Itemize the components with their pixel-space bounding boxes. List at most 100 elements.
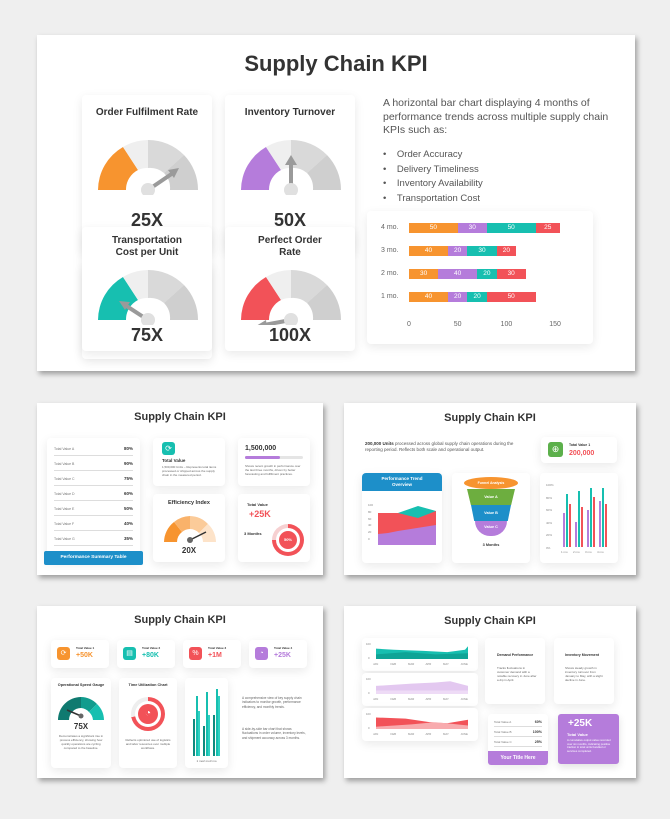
bar-segment: 50	[409, 223, 458, 233]
gauge-value: 25X	[130, 210, 164, 230]
pie-chart-icon: ◔	[138, 704, 158, 724]
big-number-desc: Shows recent growth in performance over …	[245, 464, 301, 477]
time-desc: Reflects optimized use of logistics and …	[125, 738, 171, 751]
table-row: Total Value C 25%	[494, 738, 542, 747]
kpi-icon: ◔	[255, 647, 268, 660]
inventory-desc: Shows steady growth in inventory turnove…	[565, 666, 603, 683]
gauge-icon	[98, 269, 199, 325]
bar-category-label: 1 mo.	[381, 293, 399, 300]
value-table-title: Your Title Here	[488, 751, 548, 765]
bar-row: 3 mo. 40 20 30 20	[381, 246, 579, 256]
total-value-card: ⊕ Total Value 1 200,000	[541, 437, 617, 463]
donut-chart: ◔	[131, 697, 165, 731]
thumbnail-slide-1[interactable]: Supply Chain KPI Total Value A 80% Total V…	[37, 403, 323, 575]
thumbnail-slide-2[interactable]: Supply Chain KPI 200,000 Units processed…	[344, 403, 636, 575]
bar-category-label: 3 mo.	[381, 247, 399, 254]
y-tick: 0	[368, 691, 370, 695]
inventory-card: Inventory Movement Shows steady growth i…	[554, 638, 614, 704]
gauge-icon	[241, 139, 342, 195]
speed-value: 75X	[73, 722, 89, 731]
demand-card: Demand Performance Tracks fluctuations i…	[485, 638, 545, 704]
kpi-label: Total Value 4	[274, 646, 293, 650]
bar	[208, 714, 210, 756]
row-value: 35%	[123, 536, 133, 541]
row-value: 75%	[123, 476, 133, 481]
row-value: 60%	[123, 491, 133, 496]
bar	[205, 692, 208, 756]
x-tick: APR	[425, 697, 432, 701]
bar	[590, 488, 592, 547]
bar-segment: 30	[457, 223, 487, 233]
bar	[578, 491, 580, 547]
gauge-value: 75X	[130, 325, 164, 345]
x-tick: FEB	[390, 697, 396, 701]
trend-y-axis: 100 80 60 40 20 0	[368, 502, 373, 543]
kpi-card: % Total Value 3 +1M	[183, 640, 241, 668]
kpi-card: ◔ Total Value 4 +25K	[249, 640, 307, 668]
summary-table: Total Value A 80% Total Value B 90% Total Va…	[44, 438, 143, 565]
bar	[213, 714, 215, 756]
table-row: Total Value C 75%	[54, 473, 133, 486]
bar	[593, 497, 595, 547]
paragraph-1: A comprehensive view of key supply chain…	[242, 696, 302, 709]
bar-segment: 40	[409, 292, 448, 302]
gauge-value: 50X	[273, 210, 307, 230]
x-tick: 150	[549, 321, 561, 328]
y-tick: 0	[368, 726, 370, 730]
big-number-card: 1,500,000 Shows recent growth in perform…	[238, 438, 310, 486]
value-table-card: Total Value A 60% Total Value B 100% Total V…	[488, 714, 548, 765]
bullet-item: • Order Accuracy	[383, 149, 463, 160]
x-tick: 2 mo	[573, 550, 580, 554]
grouped-bar-chart: 100% 80% 60% 40% 20% 0% 1 mo 2 mo 3 mo 4 mo	[540, 473, 618, 563]
x-tick: JUNE	[460, 697, 468, 701]
kpi-card: ▤ Total Value 2 +80K	[117, 640, 175, 668]
big-desc: A cumulative output value recorded over …	[567, 738, 611, 753]
gauge-icon	[98, 139, 199, 195]
row-value: 50%	[123, 506, 133, 511]
bar	[198, 711, 200, 756]
kpi-card: ⟳ Total Value 1 +50K	[51, 640, 109, 668]
row-label: Total Value B	[494, 730, 512, 734]
intro-text: 200,000 Units processed across global su…	[365, 441, 514, 453]
bullet-item: • Delivery Timeliness	[383, 163, 479, 175]
x-tick: MAY	[443, 697, 449, 701]
bar	[566, 494, 568, 547]
time-title: Time Utilization Chart	[128, 683, 168, 687]
bar-segment: 25	[535, 223, 560, 233]
x-tick: MAY	[443, 732, 449, 736]
speed-title: Operational Speed Gauge	[57, 683, 105, 687]
y-tick: 0	[368, 536, 370, 541]
row-label: Total Value C	[54, 477, 75, 481]
area-chart-card: 100 0 JAN FEB MAR APR MAY JUNE	[362, 638, 478, 671]
thumbnail-slide-4[interactable]: Supply Chain KPI 100 0 JAN FEB MAR APR MAY JU…	[344, 606, 636, 778]
row-label: Total Value D	[54, 492, 75, 496]
kpi-value: +50K	[76, 652, 93, 659]
bar-segment: 20	[477, 269, 497, 279]
bar-segment: 20	[467, 292, 487, 302]
x-tick: FEB	[390, 662, 396, 666]
bar	[563, 512, 565, 547]
main-slide[interactable]: Supply Chain KPI Order Fulfilment Rate 2…	[37, 35, 635, 371]
row-value: 60%	[534, 720, 542, 724]
bar-row: 2 mo. 30 40 20 30	[381, 269, 579, 279]
area-chart	[376, 681, 468, 694]
grouped-bar-card: 100% 80% 60% 40% 20% 0% 1 mo 2 mo 3 mo 4 mo	[540, 473, 618, 563]
bar-row: 4 mo. 50 30 50 25	[381, 223, 579, 233]
y-tick: 20	[368, 530, 372, 535]
efficiency-value: 20X	[181, 546, 197, 555]
y-tick: 100	[366, 642, 371, 646]
bar-row: 1 mo. 40 20 20 50	[381, 292, 579, 302]
thumbnail-slide-3[interactable]: Supply Chain KPI ⟳ Total Value 1 +50K ▤ T…	[37, 606, 323, 778]
bar-category-label: 4 mo.	[381, 224, 399, 231]
x-tick: FEB	[390, 732, 396, 736]
y-tick: 80	[368, 509, 372, 514]
x-tick: JUNE	[460, 732, 468, 736]
bar	[602, 488, 604, 547]
kpi-value: +25K	[274, 652, 291, 659]
kpi-bullet-list: • Order Accuracy • Delivery Timeliness •…	[383, 148, 483, 206]
row-label: Total Value F	[54, 522, 75, 526]
chart-plot-area: 4 mo. 50 30 50 25 3 mo. 40 20 30 20 2 mo. 30 40 20 30 1…	[381, 211, 569, 329]
x-tick: APR	[425, 732, 432, 736]
gauge-card-inventory-turnover: Inventory Turnover 50X	[225, 95, 355, 252]
big-number: 1,500,000	[245, 445, 277, 452]
